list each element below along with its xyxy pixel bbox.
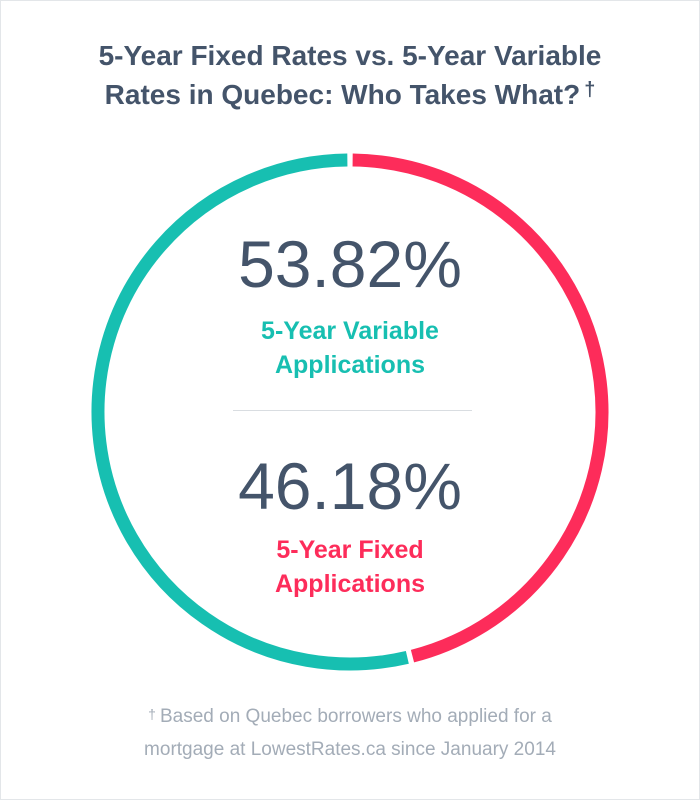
variable-label-line-1: 5-Year Variable — [261, 317, 439, 345]
chart-title-line-1: 5-Year Fixed Rates vs. 5-Year Variable — [98, 40, 602, 71]
footnote-dagger: † — [148, 706, 156, 722]
chart-title-line-2: Rates in Quebec: Who Takes What? † — [20, 75, 680, 114]
fixed-label-line-2: Applications — [274, 570, 425, 598]
footnote-line-2: mortgage at LowestRates.ca since January… — [144, 739, 556, 760]
chart-title: 5-Year Fixed Rates vs. 5-Year Variable R… — [20, 36, 680, 114]
chart-title-line-2-text: Rates in Quebec: Who Takes What? — [104, 79, 581, 110]
fixed-label-line-1: 5-Year Fixed — [276, 536, 424, 564]
footnote-line-1: † Based on Quebec borrowers who applied f… — [20, 700, 680, 733]
footnote-line-1-text: Based on Quebec borrowers who applied fo… — [159, 706, 552, 727]
title-dagger: † — [584, 79, 596, 101]
variable-label-line-2: Applications — [274, 351, 425, 379]
variable-percentage: 53.82% — [238, 227, 462, 301]
variable-label: 5-Year Variable Applications — [150, 314, 550, 382]
footnote: † Based on Quebec borrowers who applied f… — [20, 700, 680, 766]
fixed-percentage: 46.18% — [238, 449, 462, 523]
divider — [233, 410, 472, 411]
donut-segment-fixed — [352, 153, 609, 663]
donut-segment-variable — [91, 153, 409, 671]
fixed-label: 5-Year Fixed Applications — [150, 533, 550, 601]
